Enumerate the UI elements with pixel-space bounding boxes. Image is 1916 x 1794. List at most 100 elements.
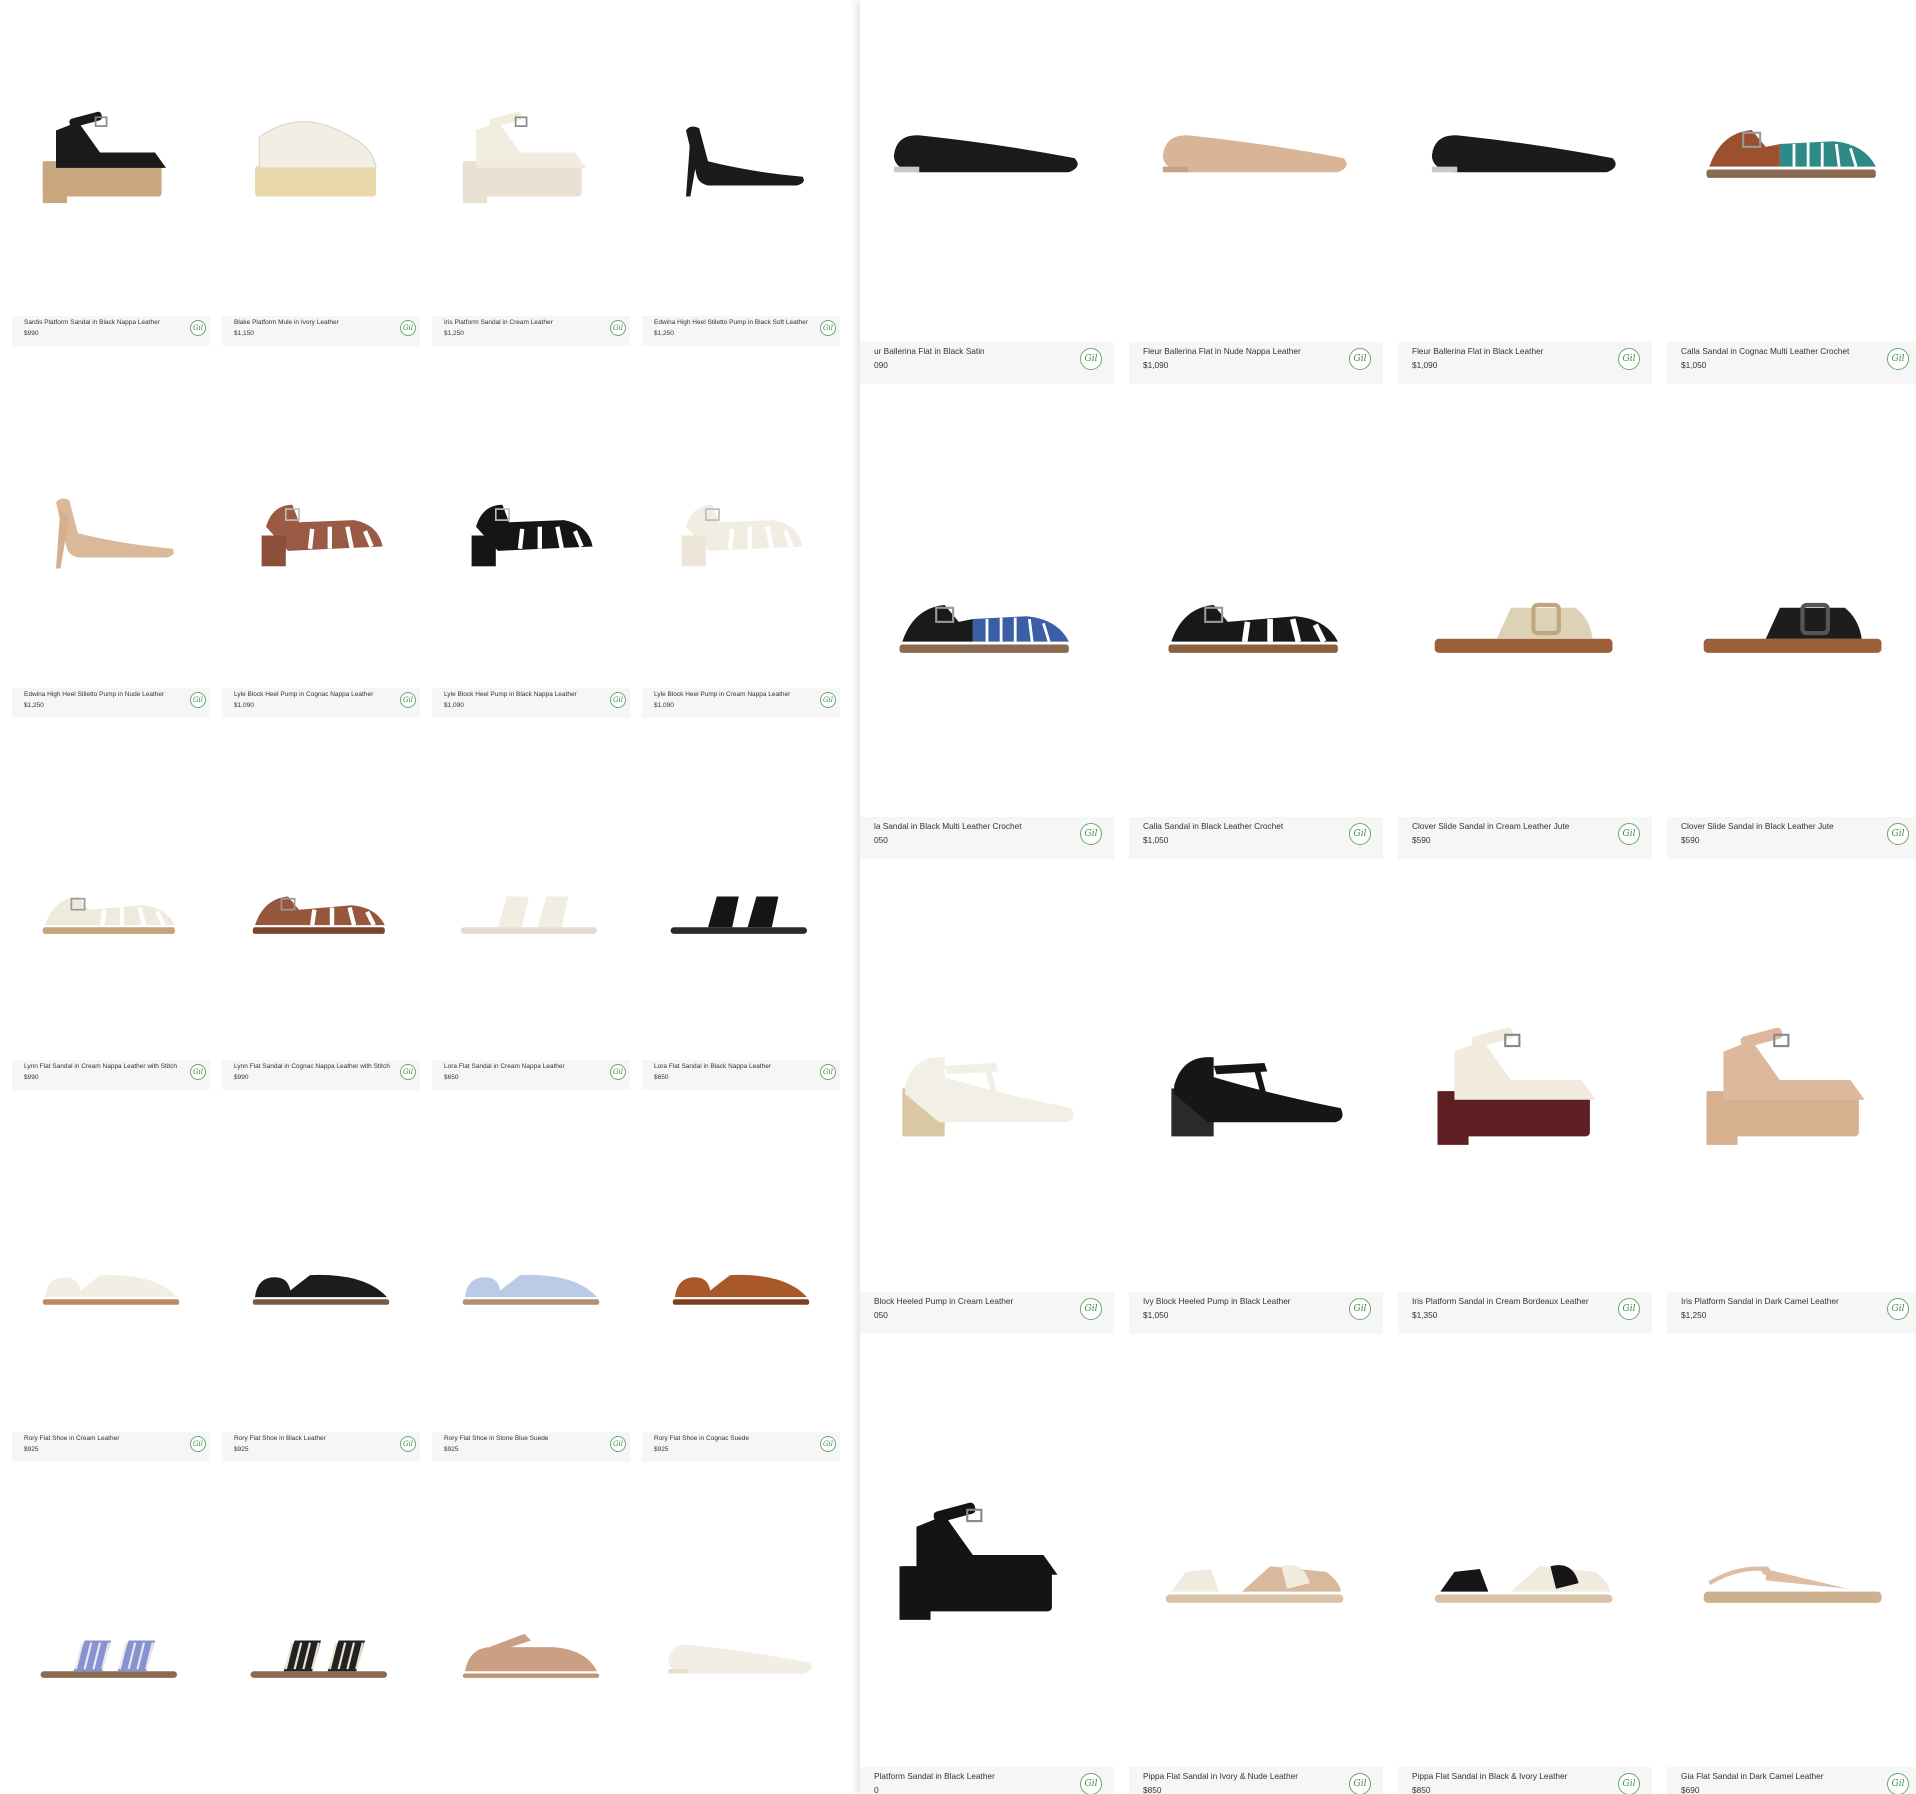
product-card[interactable]: Lyle Block Heel Pump in Cream Nappa Leat…: [642, 372, 840, 718]
product-name[interactable]: Lyle Block Heel Pump in Cognac Nappa Lea…: [234, 691, 374, 698]
product-image[interactable]: [12, 1116, 210, 1432]
product-name[interactable]: Rory Flat Shoe in Black Leather: [234, 1435, 326, 1442]
product-card[interactable]: Lora Flat Sandal in Cream Nappa Leather …: [432, 744, 630, 1090]
product-image[interactable]: [1398, 0, 1652, 342]
product-image[interactable]: [1398, 882, 1652, 1292]
product-image[interactable]: [642, 372, 840, 688]
product-image[interactable]: [642, 0, 840, 316]
product-image[interactable]: [1398, 1357, 1652, 1767]
product-name[interactable]: Lora Flat Sandal in Black Nappa Leather: [654, 1063, 772, 1070]
product-image[interactable]: [12, 0, 210, 316]
gil-badge-icon[interactable]: Gil: [1349, 823, 1371, 845]
product-card[interactable]: Lora Flat Sandal in Black Nappa Leather …: [642, 744, 840, 1090]
product-image[interactable]: [12, 372, 210, 688]
product-image[interactable]: [12, 1488, 210, 1794]
product-card[interactable]: Calla Sandal in Cognac Multi Leather Cro…: [1667, 0, 1916, 384]
product-name[interactable]: Ivy Block Heeled Pump in Black Leather: [1143, 1296, 1291, 1306]
product-image[interactable]: [432, 0, 630, 316]
product-image[interactable]: [642, 1116, 840, 1432]
product-card[interactable]: Calla Sandal in Black Leather Crochet $1…: [1129, 407, 1383, 859]
product-name[interactable]: Calla Sandal in Black Leather Crochet: [1143, 821, 1284, 831]
product-card[interactable]: Lynn Flat Sandal in Cognac Nappa Leather…: [222, 744, 420, 1090]
gil-badge-icon[interactable]: Gil: [1349, 348, 1371, 370]
gil-badge-icon[interactable]: Gil: [1887, 823, 1909, 845]
product-name[interactable]: Iris Platform Sandal in Cream Leather: [444, 319, 553, 326]
product-card[interactable]: Pippa Flat Sandal in Ivory & Nude Leathe…: [1129, 1357, 1383, 1794]
product-card[interactable]: Sardis Platform Sandal in Black Nappa Le…: [12, 0, 210, 346]
product-image[interactable]: [860, 1357, 1114, 1767]
product-image[interactable]: [1129, 1357, 1383, 1767]
product-card[interactable]: Clover Slide Sandal in Cream Leather Jut…: [1398, 407, 1652, 859]
gil-badge-icon[interactable]: Gil: [1080, 823, 1102, 845]
gil-badge-icon[interactable]: Gil: [190, 692, 206, 708]
product-card[interactable]: Lora Flat Sandal in Black & White Croche…: [222, 1488, 420, 1794]
gil-badge-icon[interactable]: Gil: [610, 1064, 626, 1080]
product-name[interactable]: Rory Flat Shoe in Stone Blue Suede: [444, 1435, 549, 1442]
gil-badge-icon[interactable]: Gil: [610, 320, 626, 336]
gil-badge-icon[interactable]: Gil: [190, 320, 206, 336]
product-name[interactable]: Lynn Flat Sandal in Cream Nappa Leather …: [24, 1063, 177, 1070]
gil-badge-icon[interactable]: Gil: [1349, 1773, 1371, 1794]
gil-badge-icon[interactable]: Gil: [1618, 348, 1640, 370]
product-image[interactable]: [222, 1116, 420, 1432]
gil-badge-icon[interactable]: Gil: [1080, 1773, 1102, 1794]
product-name[interactable]: ur Ballerina Flat in Black Satin: [874, 346, 985, 356]
product-card[interactable]: Pippa Flat Sandal in Black & Ivory Leath…: [1398, 1357, 1652, 1794]
product-card[interactable]: Lyle Block Heel Pump in Black Nappa Leat…: [432, 372, 630, 718]
gil-badge-icon[interactable]: Gil: [1887, 348, 1909, 370]
product-card[interactable]: Gia Flat Sandal in Dark Camel Leather $6…: [1667, 1357, 1916, 1794]
gil-badge-icon[interactable]: Gil: [1349, 1298, 1371, 1320]
gil-badge-icon[interactable]: Gil: [1887, 1773, 1909, 1794]
gil-badge-icon[interactable]: Gil: [400, 1064, 416, 1080]
gil-badge-icon[interactable]: Gil: [190, 1436, 206, 1452]
product-card[interactable]: ur Ballerina Flat in Black Satin 090 Gil: [860, 0, 1114, 384]
product-name[interactable]: Blake Platform Mule in Ivory Leather: [234, 319, 339, 326]
gil-badge-icon[interactable]: Gil: [190, 1064, 206, 1080]
gil-badge-icon[interactable]: Gil: [400, 1436, 416, 1452]
product-card[interactable]: Rory Flat Shoe in Cognac Suede $925 Gil: [642, 1116, 840, 1462]
gil-badge-icon[interactable]: Gil: [1618, 1298, 1640, 1320]
product-image[interactable]: [222, 1488, 420, 1794]
product-name[interactable]: Gia Flat Sandal in Dark Camel Leather: [1681, 1771, 1824, 1781]
product-name[interactable]: Iris Platform Sandal in Cream Bordeaux L…: [1412, 1296, 1589, 1306]
gil-badge-icon[interactable]: Gil: [820, 1436, 836, 1452]
gil-badge-icon[interactable]: Gil: [400, 320, 416, 336]
product-image[interactable]: [860, 882, 1114, 1292]
product-card[interactable]: Fleur Ballerina Flat in Ivory Nappa Leat…: [642, 1488, 840, 1794]
product-image[interactable]: [12, 744, 210, 1060]
product-image[interactable]: [222, 744, 420, 1060]
product-image[interactable]: [860, 0, 1114, 342]
product-name[interactable]: Edwina High Heel Stiletto Pump in Nude L…: [24, 691, 165, 698]
product-card[interactable]: Edwina High Heel Stiletto Pump in Black …: [642, 0, 840, 346]
gil-badge-icon[interactable]: Gil: [820, 692, 836, 708]
product-image[interactable]: [642, 744, 840, 1060]
product-card[interactable]: Platform Sandal in Black Leather 0 Gil: [860, 1357, 1114, 1794]
product-card[interactable]: Lola Ballerina Flat in Dark Camel Nappa …: [432, 1488, 630, 1794]
product-name[interactable]: Sardis Platform Sandal in Black Nappa Le…: [24, 319, 160, 326]
gil-badge-icon[interactable]: Gil: [1080, 1298, 1102, 1320]
product-card[interactable]: Ivy Block Heeled Pump in Black Leather $…: [1129, 882, 1383, 1334]
product-name[interactable]: Platform Sandal in Black Leather: [874, 1771, 995, 1781]
product-name[interactable]: Lynn Flat Sandal in Cognac Nappa Leather…: [234, 1063, 390, 1070]
product-card[interactable]: Rory Flat Shoe in Cream Leather $925 Gil: [12, 1116, 210, 1462]
gil-badge-icon[interactable]: Gil: [820, 320, 836, 336]
product-image[interactable]: [1129, 407, 1383, 817]
gil-badge-icon[interactable]: Gil: [1887, 1298, 1909, 1320]
product-card[interactable]: la Sandal in Black Multi Leather Crochet…: [860, 407, 1114, 859]
product-image[interactable]: [1667, 407, 1916, 817]
product-name[interactable]: Rory Flat Shoe in Cognac Suede: [654, 1435, 750, 1442]
product-name[interactable]: Clover Slide Sandal in Black Leather Jut…: [1681, 821, 1834, 831]
product-name[interactable]: Edwina High Heel Stiletto Pump in Black …: [654, 319, 808, 326]
product-image[interactable]: [1667, 0, 1916, 342]
product-name[interactable]: Lyle Block Heel Pump in Cream Nappa Leat…: [654, 691, 791, 698]
product-card[interactable]: Lora Flat Sandal in Navy Multi Crochet $…: [12, 1488, 210, 1794]
product-card[interactable]: Fleur Ballerina Flat in Black Leather $1…: [1398, 0, 1652, 384]
product-image[interactable]: [1129, 882, 1383, 1292]
product-name[interactable]: Fleur Ballerina Flat in Black Leather: [1412, 346, 1544, 356]
gil-badge-icon[interactable]: Gil: [820, 1064, 836, 1080]
product-name[interactable]: Clover Slide Sandal in Cream Leather Jut…: [1412, 821, 1570, 831]
gil-badge-icon[interactable]: Gil: [400, 692, 416, 708]
product-card[interactable]: Edwina High Heel Stiletto Pump in Nude L…: [12, 372, 210, 718]
product-card[interactable]: Block Heeled Pump in Cream Leather 050 G…: [860, 882, 1114, 1334]
product-card[interactable]: Lyle Block Heel Pump in Cognac Nappa Lea…: [222, 372, 420, 718]
